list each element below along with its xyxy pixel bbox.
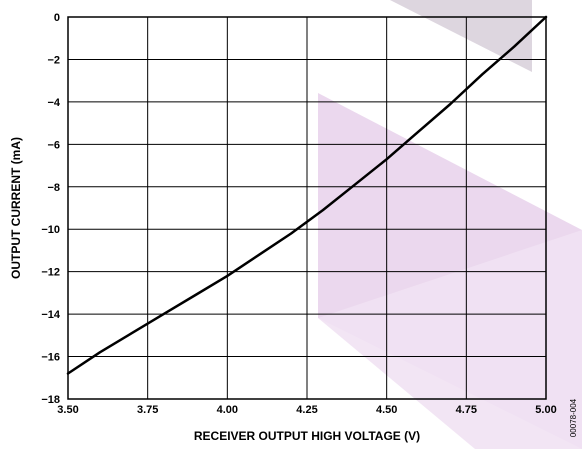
watermark-grey-shape [390,0,532,72]
y-tick-label: 0 [54,12,60,24]
x-tick-label: 3.50 [57,404,78,416]
x-tick-label: 4.25 [296,404,317,416]
y-tick-label: −8 [47,182,60,194]
x-tick-labels: 3.50 3.75 4.00 4.25 4.50 4.75 5.00 [57,404,556,416]
y-tick-label: −16 [41,352,60,364]
x-tick-label: 3.75 [137,404,158,416]
y-tick-label: −10 [41,224,60,236]
grid-lines [67,16,547,400]
series-line [66,15,548,375]
watermark-shapes [318,0,582,449]
x-axis-title: RECEIVER OUTPUT HIGH VOLTAGE (V) [194,429,420,443]
y-tick-label: −4 [47,97,60,109]
y-tick-label: −6 [47,139,60,151]
watermark-light-shape [318,230,582,449]
figure-id: 00078-004 [569,398,578,437]
y-tick-label: −14 [41,309,61,321]
x-tick-label: 4.50 [376,404,397,416]
y-tick-label: −12 [41,267,60,279]
y-axis-title: OUTPUT CURRENT (mA) [9,137,23,279]
x-tick-label: 4.00 [217,404,238,416]
y-tick-label: −18 [41,394,60,406]
series-group [66,15,548,375]
x-tick-label: 4.75 [456,404,477,416]
y-tick-labels: 0 −2 −4 −6 −8 −10 −12 −14 −16 −18 [41,12,61,406]
x-tick-label: 5.00 [535,404,556,416]
plot-frame [67,16,547,400]
y-tick-label: −2 [47,54,60,66]
